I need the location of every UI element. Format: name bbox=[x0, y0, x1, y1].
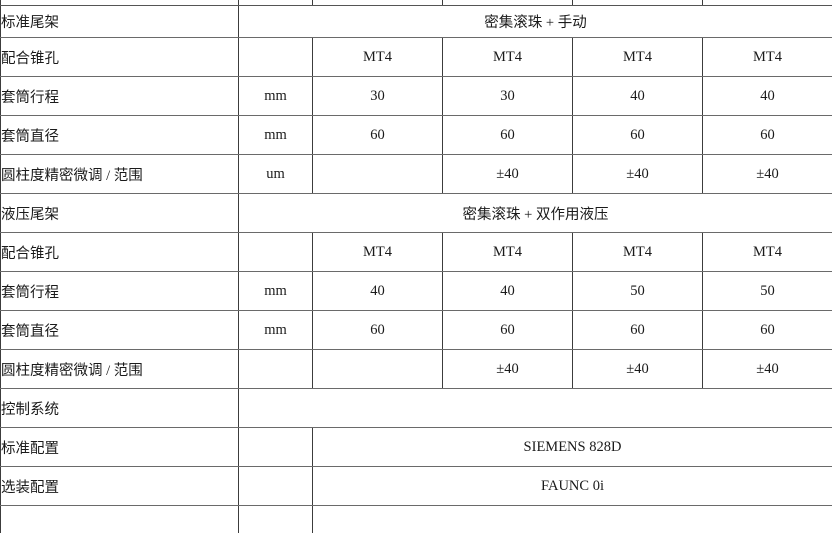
table-row-optional-config: 选装配置 FAUNC 0i bbox=[0, 466, 832, 506]
value-cell: MT4 bbox=[702, 232, 832, 272]
unit-cell bbox=[238, 232, 313, 272]
value-cell: 40 bbox=[702, 76, 832, 116]
row-label: 圆柱度精密微调 / 范围 bbox=[0, 349, 239, 389]
value-cell: 60 bbox=[702, 310, 832, 350]
value-cell: MT4 bbox=[312, 232, 443, 272]
value-cell: MT4 bbox=[442, 37, 573, 77]
unit-cell bbox=[238, 466, 313, 506]
section-span-cell: 密集滚珠 + 双作用液压 bbox=[238, 193, 832, 233]
value-cell bbox=[312, 349, 443, 389]
unit-cell: mm bbox=[238, 271, 313, 311]
section-span-cell bbox=[238, 388, 832, 428]
row-label: 控制系统 bbox=[0, 388, 239, 428]
value-cell: 60 bbox=[702, 115, 832, 155]
value-cell: ±40 bbox=[702, 154, 832, 194]
value-cell: 40 bbox=[442, 271, 573, 311]
value-cell: 30 bbox=[442, 76, 573, 116]
table-row-cylindricity-adjust: 圆柱度精密微调 / 范围 um ±40 ±40 ±40 bbox=[0, 154, 832, 194]
value-cell: MT4 bbox=[702, 37, 832, 77]
row-label: 套筒直径 bbox=[0, 115, 239, 155]
row-label: 圆柱度精密微调 / 范围 bbox=[0, 154, 239, 194]
value-cell: MT4 bbox=[442, 232, 573, 272]
table-row-blank bbox=[0, 505, 832, 533]
value-cell: 40 bbox=[572, 76, 703, 116]
table-row-hydraulic-tailstock: 液压尾架 密集滚珠 + 双作用液压 bbox=[0, 193, 832, 233]
table-row-quill-travel: 套筒行程 mm 40 40 50 50 bbox=[0, 271, 832, 311]
row-label: 标准配置 bbox=[0, 427, 239, 467]
table-row-cylindricity-adjust: 圆柱度精密微调 / 范围 ±40 ±40 ±40 bbox=[0, 349, 832, 389]
table-row-quill-diameter: 套筒直径 mm 60 60 60 60 bbox=[0, 310, 832, 350]
section-span-cell: 密集滚珠 + 手动 bbox=[238, 5, 832, 38]
value-cell: ±40 bbox=[572, 349, 703, 389]
value-cell: 30 bbox=[312, 76, 443, 116]
value-cell: 60 bbox=[312, 115, 443, 155]
value-cell: 60 bbox=[312, 310, 443, 350]
value-cell: 60 bbox=[572, 115, 703, 155]
table-row-taper-bore: 配合锥孔 MT4 MT4 MT4 MT4 bbox=[0, 37, 832, 77]
value-cell: ±40 bbox=[572, 154, 703, 194]
table-row-standard-config: 标准配置 SIEMENS 828D bbox=[0, 427, 832, 467]
config-value-cell bbox=[312, 505, 832, 533]
row-label: 套筒行程 bbox=[0, 76, 239, 116]
value-cell: MT4 bbox=[572, 37, 703, 77]
value-cell: 50 bbox=[572, 271, 703, 311]
row-label: 选装配置 bbox=[0, 466, 239, 506]
unit-cell: mm bbox=[238, 76, 313, 116]
value-cell: ±40 bbox=[442, 349, 573, 389]
table-row-quill-diameter: 套筒直径 mm 60 60 60 60 bbox=[0, 115, 832, 155]
value-cell bbox=[312, 154, 443, 194]
row-label: 配合锥孔 bbox=[0, 37, 239, 77]
row-label: 液压尾架 bbox=[0, 193, 239, 233]
unit-cell bbox=[238, 37, 313, 77]
unit-cell bbox=[238, 505, 313, 533]
value-cell: MT4 bbox=[572, 232, 703, 272]
value-cell: 40 bbox=[312, 271, 443, 311]
row-label: 配合锥孔 bbox=[0, 232, 239, 272]
row-label: 套筒行程 bbox=[0, 271, 239, 311]
table-row-taper-bore: 配合锥孔 MT4 MT4 MT4 MT4 bbox=[0, 232, 832, 272]
row-label bbox=[0, 505, 239, 533]
table-row-quill-travel: 套筒行程 mm 30 30 40 40 bbox=[0, 76, 832, 116]
value-cell: 50 bbox=[702, 271, 832, 311]
table-row-control-system: 控制系统 bbox=[0, 388, 832, 428]
table-row-standard-tailstock: 标准尾架 密集滚珠 + 手动 bbox=[0, 5, 832, 38]
value-cell: 60 bbox=[442, 310, 573, 350]
value-cell: MT4 bbox=[312, 37, 443, 77]
value-cell: 60 bbox=[442, 115, 573, 155]
config-value-cell: SIEMENS 828D bbox=[312, 427, 832, 467]
unit-cell bbox=[238, 349, 313, 389]
unit-cell: mm bbox=[238, 115, 313, 155]
value-cell: 60 bbox=[572, 310, 703, 350]
unit-cell: mm bbox=[238, 310, 313, 350]
unit-cell bbox=[238, 427, 313, 467]
unit-cell: um bbox=[238, 154, 313, 194]
row-label: 套筒直径 bbox=[0, 310, 239, 350]
value-cell: ±40 bbox=[702, 349, 832, 389]
config-value-cell: FAUNC 0i bbox=[312, 466, 832, 506]
value-cell: ±40 bbox=[442, 154, 573, 194]
row-label: 标准尾架 bbox=[0, 5, 239, 38]
